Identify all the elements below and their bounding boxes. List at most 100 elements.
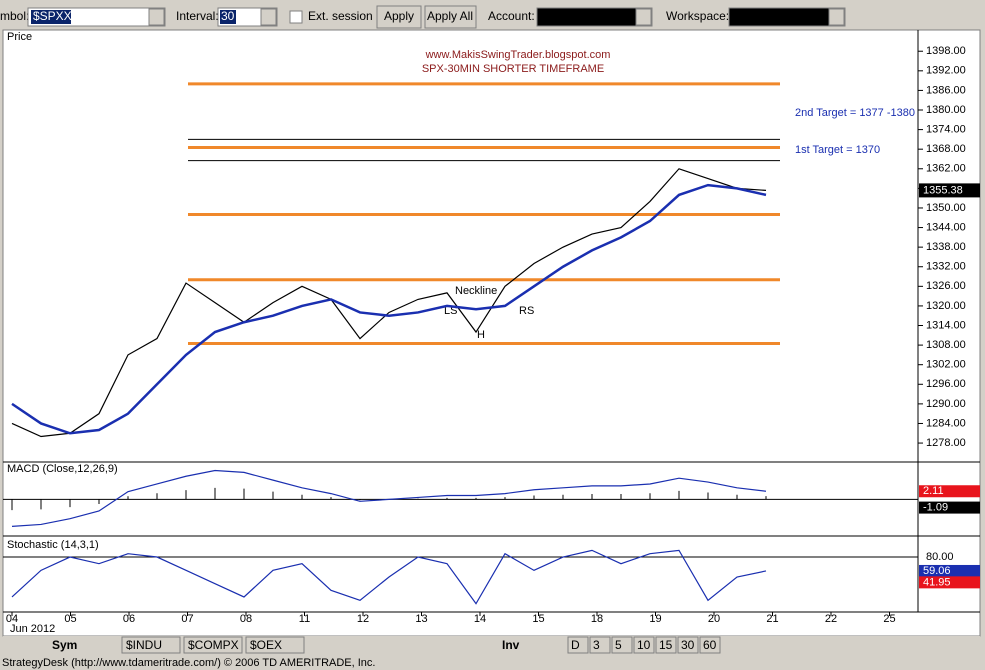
x-tick-label: 13: [415, 613, 427, 625]
inv-tab[interactable]: Inv: [502, 638, 520, 652]
y-tick-label: 80.00: [926, 551, 954, 563]
tab-label[interactable]: 5: [615, 638, 622, 652]
y-tick-label: 1398.00: [926, 45, 966, 57]
pattern-label: H: [477, 329, 485, 341]
watermark: www.MakisSwingTrader.blogspot.com: [425, 49, 611, 61]
y-tick-label: 1326.00: [926, 280, 966, 292]
interval-highlight: [220, 10, 236, 24]
value-label: 59.06: [923, 565, 951, 577]
tab[interactable]: [245, 636, 305, 654]
tab-label[interactable]: 3: [593, 638, 600, 652]
value-box: [919, 564, 980, 577]
x-tick-label: 22: [825, 613, 837, 625]
pattern-label: RS: [519, 305, 534, 317]
tab-label[interactable]: $OEX: [250, 638, 282, 652]
tab-label[interactable]: 30: [681, 638, 695, 652]
x-tick-label: 04: [6, 613, 18, 625]
apply-all-button[interactable]: [424, 5, 477, 29]
x-tick-label: 18: [591, 613, 603, 625]
x-tick-label: 20: [708, 613, 720, 625]
dropdown-button[interactable]: [828, 8, 845, 26]
y-tick-label: 1350.00: [926, 202, 966, 214]
chart-frame: [2, 29, 981, 637]
x-tick-label: 12: [357, 613, 369, 625]
dropdown-button[interactable]: [635, 8, 652, 26]
x-tick-label: 06: [123, 613, 135, 625]
target-label: 1st Target = 1370: [795, 144, 880, 156]
x-tick-label: 05: [64, 613, 76, 625]
workspace-label: Workspace:: [666, 9, 729, 23]
tab-label[interactable]: $COMPX: [188, 638, 239, 652]
y-tick-label: 1290.00: [926, 398, 966, 410]
tab[interactable]: [121, 636, 181, 654]
value-box: [919, 576, 980, 589]
x-tick-label: 08: [240, 613, 252, 625]
y-tick-label: 1374.00: [926, 123, 966, 135]
tab[interactable]: [655, 636, 677, 654]
y-tick-label: 1338.00: [926, 241, 966, 253]
x-tick-label: 07: [181, 613, 193, 625]
y-tick-label: 1368.00: [926, 143, 966, 155]
apply-button[interactable]: [376, 5, 422, 29]
dropdown-button[interactable]: [148, 8, 165, 26]
value-label: 2.11: [923, 485, 944, 497]
symbol-value[interactable]: $SPXX: [33, 9, 72, 23]
y-tick-label: 1320.00: [926, 300, 966, 312]
tab[interactable]: [633, 636, 655, 654]
tab[interactable]: [567, 636, 589, 654]
tab[interactable]: [677, 636, 699, 654]
panel-title: MACD (Close,12,26,9): [7, 463, 118, 475]
price-line: [11, 183, 767, 435]
y-tick-label: 1332.00: [926, 261, 966, 273]
panel-title: Price: [7, 31, 32, 43]
x-tick-label: 14: [474, 613, 486, 625]
y-tick-label: 1344.00: [926, 221, 966, 233]
panel-title: Stochastic (14,3,1): [7, 539, 99, 551]
interval-label: Interval:: [176, 9, 219, 23]
apply-text[interactable]: Apply: [384, 9, 414, 23]
tab-label[interactable]: 10: [637, 638, 651, 652]
y-tick-label: 1392.00: [926, 65, 966, 77]
last-price-box: [919, 183, 980, 198]
y-tick-label: 1362.00: [926, 163, 966, 175]
x-tick-label: 21: [766, 613, 778, 625]
symbol-highlight: [31, 10, 71, 24]
tab[interactable]: [589, 636, 611, 654]
value-label: 41.95: [923, 576, 951, 588]
tab-label[interactable]: D: [571, 638, 580, 652]
month-label: Jun 2012: [10, 623, 55, 635]
account-label: Account:: [488, 9, 535, 23]
y-tick-label: 1302.00: [926, 359, 966, 371]
sym-tab[interactable]: Sym: [52, 638, 77, 652]
x-tick-label: 11: [299, 613, 310, 625]
target-label: 2nd Target = 1377 -1380: [795, 107, 915, 119]
status-text: StrategyDesk (http://www.tdameritrade.co…: [2, 657, 375, 669]
macd-line: [11, 469, 767, 527]
apply-all-text[interactable]: Apply All: [427, 9, 473, 23]
stoch-line: [11, 549, 767, 605]
checkbox[interactable]: [289, 10, 303, 24]
tab-label[interactable]: 60: [703, 638, 717, 652]
dropdown-button[interactable]: [260, 8, 277, 26]
y-tick-label: 1380.00: [926, 104, 966, 116]
tab[interactable]: [183, 636, 243, 654]
x-tick-label: 25: [883, 613, 895, 625]
y-tick-label: 1278.00: [926, 437, 966, 449]
y-tick-label: 1308.00: [926, 339, 966, 351]
tab-label[interactable]: $INDU: [126, 638, 162, 652]
price-line: [11, 168, 767, 438]
interval-value[interactable]: 30: [221, 9, 235, 23]
y-tick-label: 1296.00: [926, 378, 966, 390]
x-tick-label: 15: [532, 613, 544, 625]
tab-label[interactable]: 15: [659, 638, 673, 652]
account-combo[interactable]: [536, 7, 653, 27]
tab[interactable]: [699, 636, 721, 654]
workspace-combo[interactable]: [728, 7, 846, 27]
ext-session-label[interactable]: Ext. session: [308, 9, 373, 23]
tab[interactable]: [611, 636, 633, 654]
value-label: -1.09: [923, 501, 948, 513]
value-box: [919, 485, 980, 498]
y-tick-label: 1314.00: [926, 319, 966, 331]
subtitle: SPX-30MIN SHORTER TIMEFRAME: [422, 63, 604, 75]
